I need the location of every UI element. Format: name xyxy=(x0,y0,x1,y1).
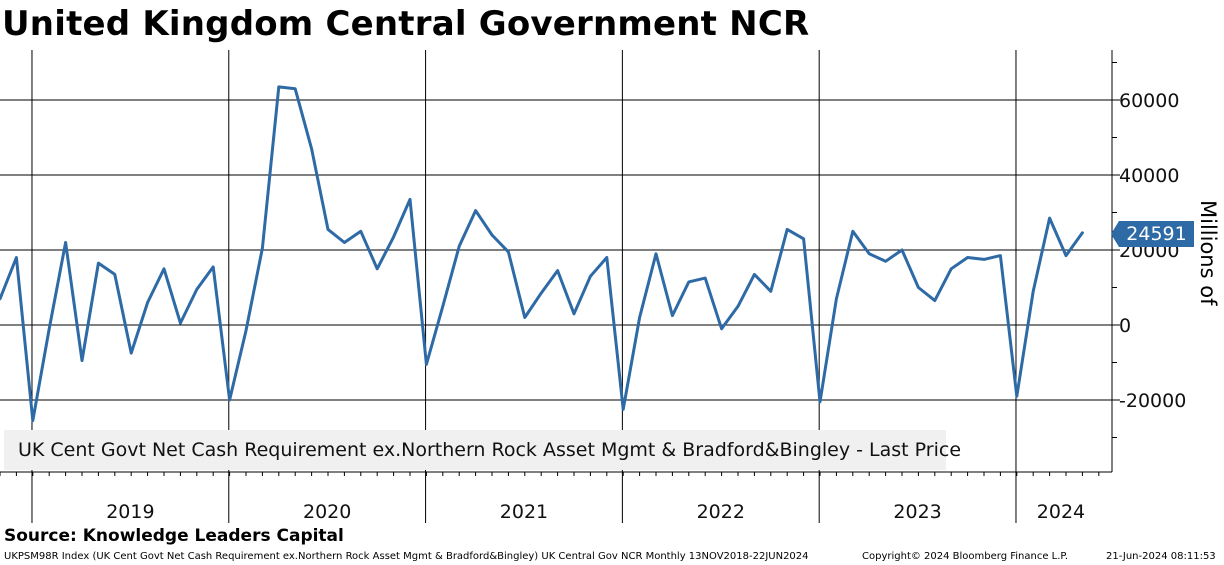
last-value-badge: 24591 xyxy=(1111,221,1194,247)
year-label: 2022 xyxy=(697,501,745,523)
y-tick-label: 0 xyxy=(1119,315,1131,337)
footer-copyright: Copyright© 2024 Bloomberg Finance L.P. xyxy=(862,551,1069,562)
y-tick-label: -20000 xyxy=(1119,390,1186,412)
y-tick-label: 40000 xyxy=(1119,165,1179,187)
series-line xyxy=(0,85,1084,423)
source-note: Source: Knowledge Leaders Capital xyxy=(4,526,344,546)
footer-ticker: UKPSM98R Index (UK Cent Govt Net Cash Re… xyxy=(4,551,809,562)
y-axis-label-box: Millions of xyxy=(1196,200,1224,330)
legend: UK Cent Govt Net Cash Requirement ex.Nor… xyxy=(4,430,961,470)
year-label: 2019 xyxy=(106,501,154,523)
chart-title: United Kingdom Central Government NCR xyxy=(2,4,810,44)
year-label: 2024 xyxy=(1037,501,1085,523)
x-axis: 2019 2020 2021 2022 2023 2024 xyxy=(0,471,1112,523)
year-label: 2021 xyxy=(500,501,548,523)
last-value-pointer xyxy=(1111,221,1119,247)
year-label: 2023 xyxy=(893,501,941,523)
footer-timestamp: 21-Jun-2024 08:11:53 xyxy=(1106,551,1216,562)
legend-label: UK Cent Govt Net Cash Requirement ex.Nor… xyxy=(18,439,962,461)
last-value-label: 24591 xyxy=(1119,221,1194,247)
y-axis-label: Millions of xyxy=(1196,200,1220,306)
year-label: 2020 xyxy=(303,501,351,523)
gridlines xyxy=(0,50,1112,472)
y-tick-label: 60000 xyxy=(1119,90,1179,112)
